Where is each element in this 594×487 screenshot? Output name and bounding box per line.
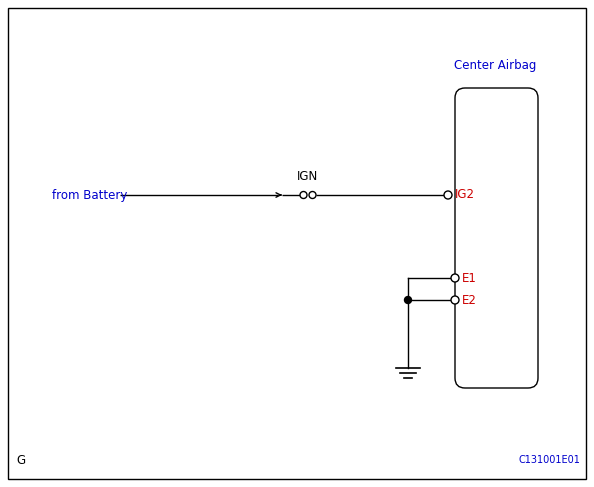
Circle shape [444,191,452,199]
Circle shape [451,296,459,304]
Circle shape [405,297,412,303]
Text: E2: E2 [462,294,477,306]
Circle shape [451,274,459,282]
Circle shape [309,191,316,199]
Text: Center Airbag: Center Airbag [454,58,536,72]
Text: IG2: IG2 [455,188,475,202]
Circle shape [300,191,307,199]
Text: E1: E1 [462,271,477,284]
Text: from Battery: from Battery [52,188,127,202]
Text: G: G [16,453,25,467]
FancyBboxPatch shape [455,88,538,388]
Text: IGN: IGN [298,170,318,183]
Text: C131001E01: C131001E01 [518,455,580,465]
